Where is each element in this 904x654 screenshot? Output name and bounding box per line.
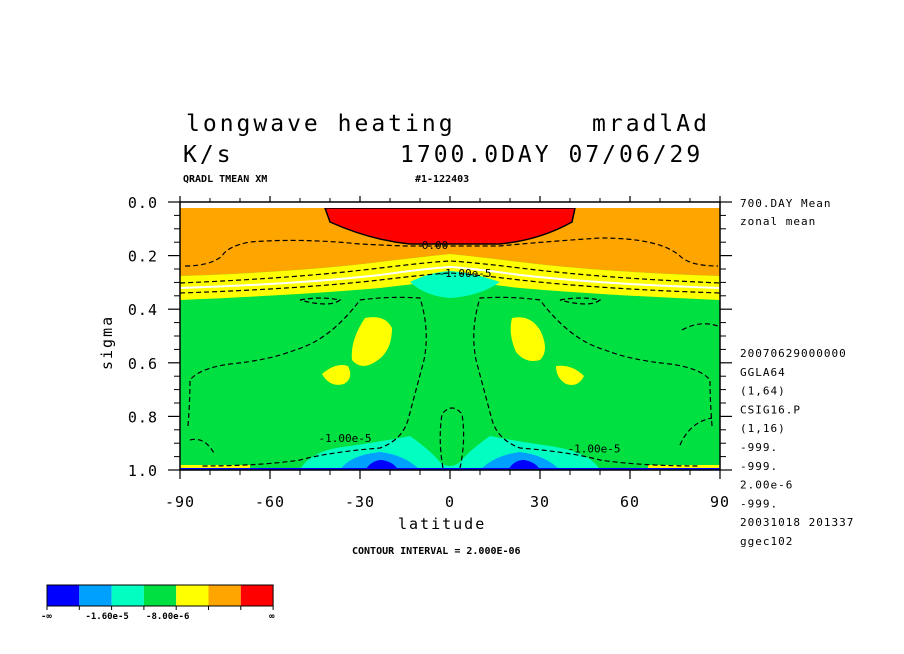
side-info-line: CSIG16.P bbox=[740, 403, 801, 416]
y-tick-labels: 0.0 0.2 0.4 0.6 0.8 1.0 bbox=[128, 194, 158, 480]
side-info-line: 20070629000000 bbox=[740, 347, 847, 360]
region-lightblue-lower bbox=[340, 452, 560, 470]
band-highlight bbox=[180, 265, 720, 289]
side-info-line: -999. bbox=[740, 460, 778, 473]
contour-label: -1.00e-5 bbox=[439, 267, 492, 280]
colorbar-label: -1.60e-5 bbox=[85, 612, 128, 622]
x-tick-label: 60 bbox=[620, 493, 640, 511]
chart-title: longwave heating bbox=[186, 111, 456, 137]
region-red bbox=[323, 207, 576, 245]
side-info-line: 2.00e-6 bbox=[740, 479, 793, 492]
contour-label: 0.00 bbox=[422, 239, 449, 252]
colorbar-swatch bbox=[47, 585, 80, 606]
colorbar-label: -8.00e-6 bbox=[146, 612, 189, 622]
contour-lines bbox=[180, 237, 720, 469]
colorbar-label: -∞ bbox=[41, 612, 52, 622]
x-tick-label: 90 bbox=[710, 493, 730, 511]
colorbar-swatch bbox=[143, 585, 177, 606]
region-yellow-left-upper bbox=[351, 317, 392, 366]
x-tick-label: -60 bbox=[255, 493, 285, 511]
region-yellow-right-lower bbox=[556, 365, 584, 385]
colorbar-swatch bbox=[240, 585, 274, 606]
run-label: #1-122403 bbox=[415, 174, 469, 185]
y-tick-label: 0.2 bbox=[128, 248, 158, 266]
colorbar-frame bbox=[46, 584, 274, 607]
side-info-top-1: 700.DAY Mean bbox=[740, 197, 831, 210]
y-tick-label: 1.0 bbox=[128, 462, 158, 480]
contour-label: -1.00e-5 bbox=[568, 443, 621, 456]
x-tick-label: -30 bbox=[345, 493, 375, 511]
y-tick-label: 0.0 bbox=[128, 194, 158, 212]
side-info-top-2: zonal mean bbox=[740, 215, 816, 228]
y-tick-label: 0.4 bbox=[128, 301, 158, 319]
contour-interval: CONTOUR INTERVAL = 2.000E-06 bbox=[352, 546, 521, 557]
side-info-line: (1,16) bbox=[740, 422, 786, 435]
units-label: K/s bbox=[183, 142, 234, 168]
side-info-line: 20031018 201337 bbox=[740, 516, 854, 529]
contour-labels: 0.00 -1.00e-5 -1.00e-5 -1.00e-5 bbox=[319, 239, 621, 456]
colorbar-swatch bbox=[111, 585, 144, 606]
side-info-line: (1,64) bbox=[740, 385, 786, 398]
x-tick-labels: -90 -60 -30 0 30 60 90 bbox=[165, 493, 730, 511]
side-info-line: -999. bbox=[740, 497, 778, 510]
side-info-line: GGLA64 bbox=[740, 366, 786, 379]
experiment-name: mradlAd bbox=[592, 111, 710, 137]
side-info-line: -999. bbox=[740, 441, 778, 454]
variable-label: QRADL TMEAN XM bbox=[183, 174, 267, 185]
x-tick-label: 30 bbox=[530, 493, 550, 511]
colorbar bbox=[46, 584, 274, 610]
y-axis-label: sigma bbox=[98, 315, 116, 370]
colorbar-label: ∞ bbox=[269, 612, 275, 622]
colorbar-labels: -∞ -1.60e-5 -8.00e-6 ∞ bbox=[41, 612, 275, 622]
side-info-line: ggec102 bbox=[740, 535, 793, 548]
colorbar-swatch bbox=[79, 585, 112, 606]
y-tick-label: 0.8 bbox=[128, 408, 158, 426]
colorbar-swatch bbox=[176, 585, 209, 606]
contour-field bbox=[180, 202, 720, 470]
side-info-list: 20070629000000 GGLA64 (1,64) CSIG16.P (1,16)… bbox=[740, 347, 854, 548]
axis-ticks bbox=[168, 196, 732, 479]
x-tick-label: 0 bbox=[445, 493, 455, 511]
region-cyan-upper bbox=[410, 271, 500, 298]
region-yellow-right-upper bbox=[510, 317, 545, 361]
time-label: 1700.0DAY 07/06/29 bbox=[400, 142, 703, 168]
x-axis-label: latitude bbox=[398, 515, 486, 533]
colorbar-swatch bbox=[208, 585, 241, 606]
x-tick-label: -90 bbox=[165, 493, 195, 511]
region-yellow-left-lower bbox=[322, 365, 351, 385]
y-tick-label: 0.6 bbox=[128, 355, 158, 373]
contour-label: -1.00e-5 bbox=[319, 432, 372, 445]
